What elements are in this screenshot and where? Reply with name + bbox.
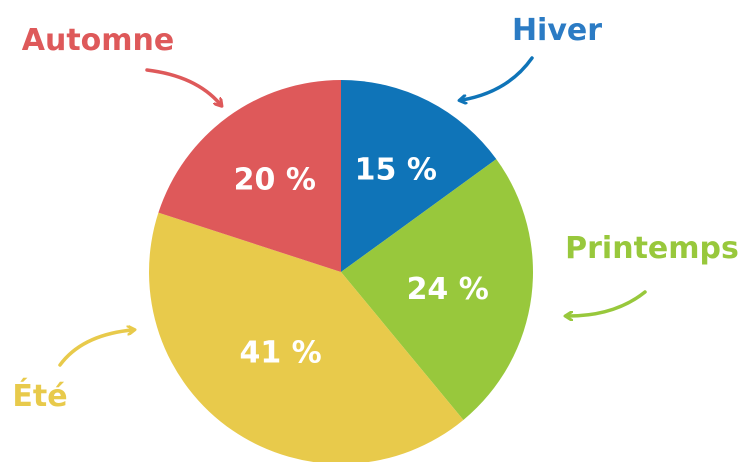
arrow-printemps [568,290,647,316]
pie-slice-hiver [341,80,497,272]
data-label-printemps: 24 % [407,272,489,307]
data-label-automne: 20 % [234,163,316,198]
arrow-ete [58,330,132,367]
legend-label-hiver: Hiver [512,13,602,48]
legend-label-automne: Automne [22,23,175,58]
data-label-ete: 41 % [239,335,321,370]
data-label-hiver: 15 % [355,153,437,188]
arrow-hiver [462,56,534,100]
pie-slice-ete [149,212,464,462]
legend-label-printemps: Printemps [565,231,739,266]
pie-slices [149,80,533,462]
pie-value-labels: 15 % 24 % 41 % 20 % [234,153,489,371]
pie-slice-printemps [341,159,533,420]
pie-slice-automne [158,80,341,272]
arrow-automne [145,68,220,104]
legend-label-ete: Été [12,378,67,414]
